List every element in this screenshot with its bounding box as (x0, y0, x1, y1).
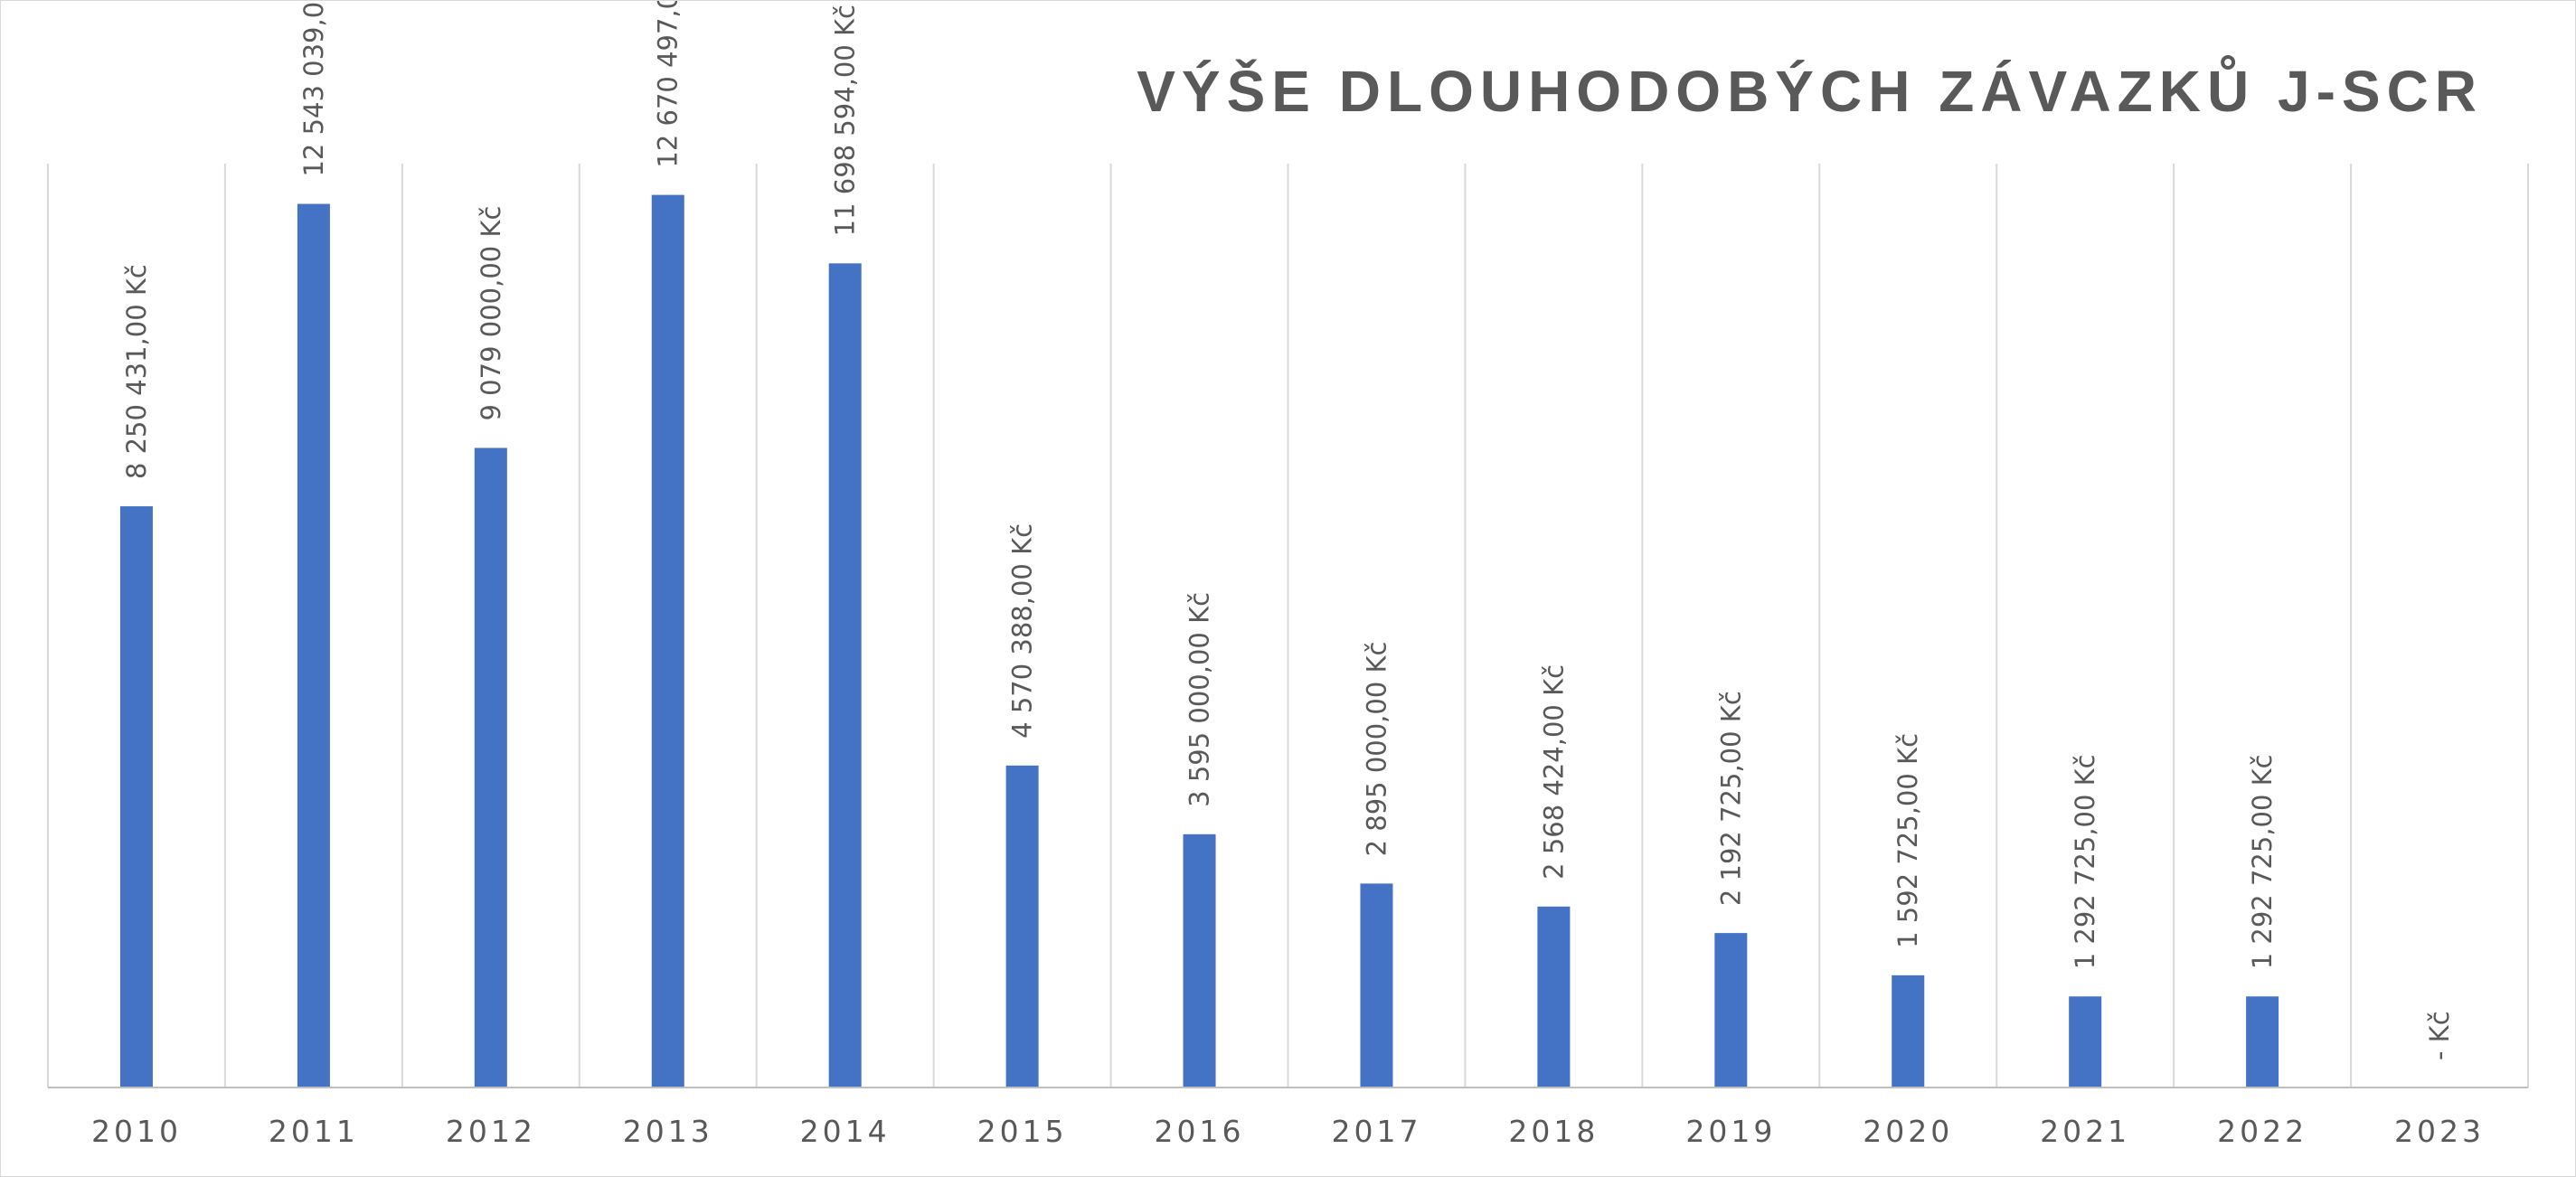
data-label-2021: 1 292 725,00 Kč (2070, 754, 2100, 969)
x-tick-label-2022: 2022 (2217, 1114, 2307, 1149)
data-label-2010: 8 250 431,00 Kč (121, 264, 152, 479)
data-label-2020: 1 592 725,00 Kč (1892, 733, 1923, 948)
x-tick-label-2013: 2013 (623, 1114, 713, 1149)
x-tick-label-2011: 2011 (269, 1114, 359, 1149)
x-tick-label-2017: 2017 (1331, 1114, 1421, 1149)
bars (119, 194, 2279, 1088)
data-label-2015: 4 570 388,00 Kč (1007, 523, 1038, 739)
x-tick-label-2018: 2018 (1508, 1114, 1599, 1149)
bar-2010 (119, 506, 153, 1088)
bar-2019 (1714, 933, 1748, 1088)
bar-2022 (2246, 996, 2279, 1088)
data-label-2014: 11 698 594,00 Kč (830, 5, 861, 236)
x-tick-label-2016: 2016 (1155, 1114, 1245, 1149)
x-tick-label-2021: 2021 (2040, 1114, 2130, 1149)
x-tick-label-2015: 2015 (977, 1114, 1068, 1149)
data-label-2022: 1 292 725,00 Kč (2247, 754, 2278, 969)
bar-2020 (1892, 975, 1925, 1088)
bar-2012 (474, 447, 507, 1088)
data-label-2012: 9 079 000,00 Kč (476, 206, 506, 421)
data-label-2011: 12 543 039,00 Kč (298, 1, 329, 177)
data-label-2019: 2 192 725,00 Kč (1715, 691, 1746, 906)
bar-2015 (1005, 765, 1039, 1088)
chart-title: VÝŠE DLOUHODOBÝCH ZÁVAZKŮ J-SCR (1137, 54, 2483, 124)
bar-2021 (2069, 996, 2102, 1088)
data-label-2023: - Kč (2424, 1011, 2455, 1060)
data-label-2018: 2 568 424,00 Kč (1538, 664, 1569, 880)
data-label-2013: 12 670 497,00 Kč (653, 1, 684, 168)
x-tick-label-2020: 2020 (1863, 1114, 1953, 1149)
bar-2011 (297, 203, 330, 1088)
x-tick-label-2014: 2014 (800, 1114, 891, 1149)
data-label-2016: 3 595 000,00 Kč (1184, 592, 1215, 807)
x-tick-label-2023: 2023 (2394, 1114, 2485, 1149)
bar-2014 (828, 263, 862, 1088)
gridlines (47, 164, 2529, 1088)
bar-2013 (651, 194, 684, 1088)
bar-2017 (1360, 883, 1393, 1088)
x-tick-label-2019: 2019 (1685, 1114, 1776, 1149)
x-tick-label-2012: 2012 (446, 1114, 536, 1149)
data-label-2017: 2 895 000,00 Kč (1361, 642, 1392, 857)
data-labels: 8 250 431,00 Kč 12 543 039,00 Kč 9 079 000… (121, 1, 2455, 1060)
bar-2016 (1183, 833, 1216, 1088)
x-axis-ticks: 2010 2011 2012 2013 2014 2015 2016 2017 2018 2019… (91, 1114, 2485, 1149)
x-tick-label-2010: 2010 (91, 1114, 182, 1149)
bar-2018 (1537, 906, 1571, 1088)
